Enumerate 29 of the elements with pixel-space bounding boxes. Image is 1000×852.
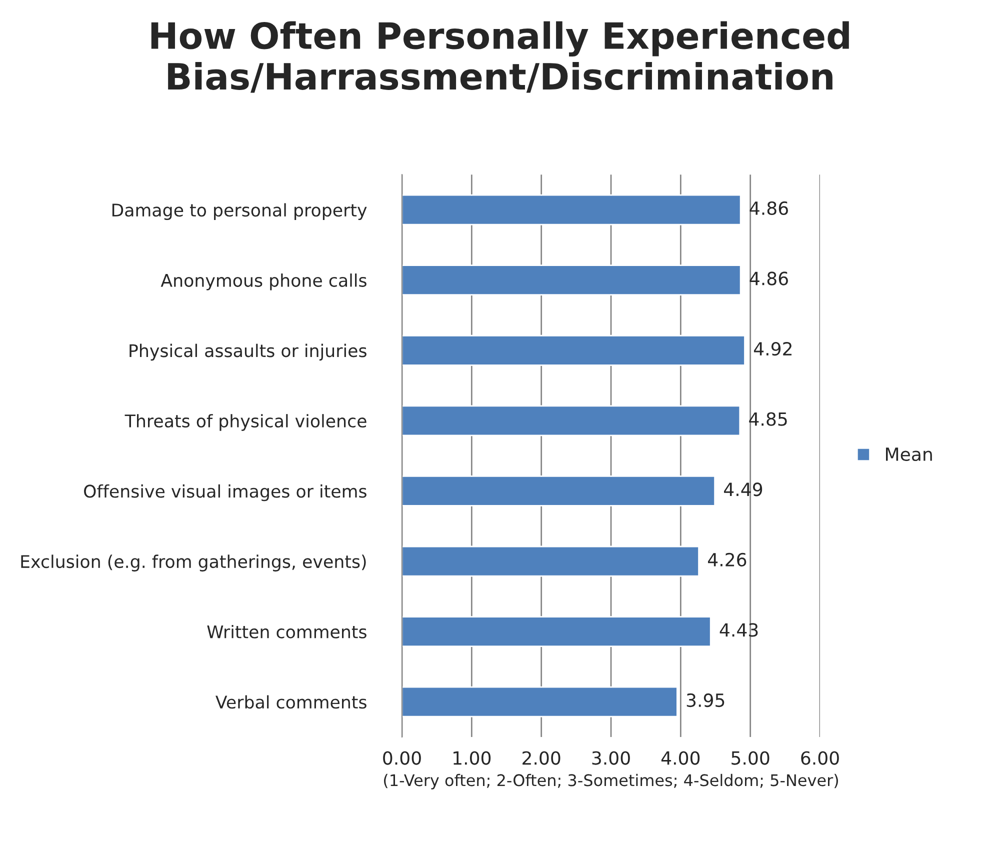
data-label: 3.95 xyxy=(686,693,724,708)
x-tick-label: 5.00 xyxy=(732,751,770,765)
x-tick-label: 4.00 xyxy=(661,751,700,765)
bar xyxy=(402,686,678,718)
y-tick-label: Offensive visual images or items xyxy=(84,484,366,502)
y-tick-label: Threats of physical violence xyxy=(124,414,366,431)
bar xyxy=(402,264,742,296)
y-tick-label: Physical assaults or injuries xyxy=(130,344,366,361)
x-tick-label: 0.00 xyxy=(383,751,421,765)
y-tick-label: Written comments xyxy=(207,624,366,638)
y-tick-label: Exclusion (e.g. from gatherings, events) xyxy=(21,554,366,572)
x-tick-label: 2.00 xyxy=(522,751,560,765)
bar xyxy=(402,334,746,366)
bar xyxy=(402,405,741,436)
bar xyxy=(402,476,716,506)
y-tick-label: Anonymous phone calls xyxy=(160,274,366,290)
data-label: 4.26 xyxy=(708,552,746,566)
data-label: 4.92 xyxy=(754,342,792,356)
y-tick-label: Damage to personal property xyxy=(112,203,367,220)
x-tick-label: 1.00 xyxy=(454,751,491,765)
x-axis-title: (1-Very often; 2-Often; 3-Sometimes; 4-Seldom; 5-Never) xyxy=(384,774,838,790)
bar xyxy=(402,546,700,577)
bar xyxy=(402,616,712,647)
chart-title: How Often Personally Experienced Bias/Harrassment/Discrimination xyxy=(151,21,849,93)
bar xyxy=(402,194,742,226)
y-tick-label: Verbal comments xyxy=(216,695,366,709)
x-tick-label: 6.00 xyxy=(801,751,839,765)
legend-label: Mean xyxy=(886,448,932,462)
x-tick-label: 3.00 xyxy=(592,751,630,765)
